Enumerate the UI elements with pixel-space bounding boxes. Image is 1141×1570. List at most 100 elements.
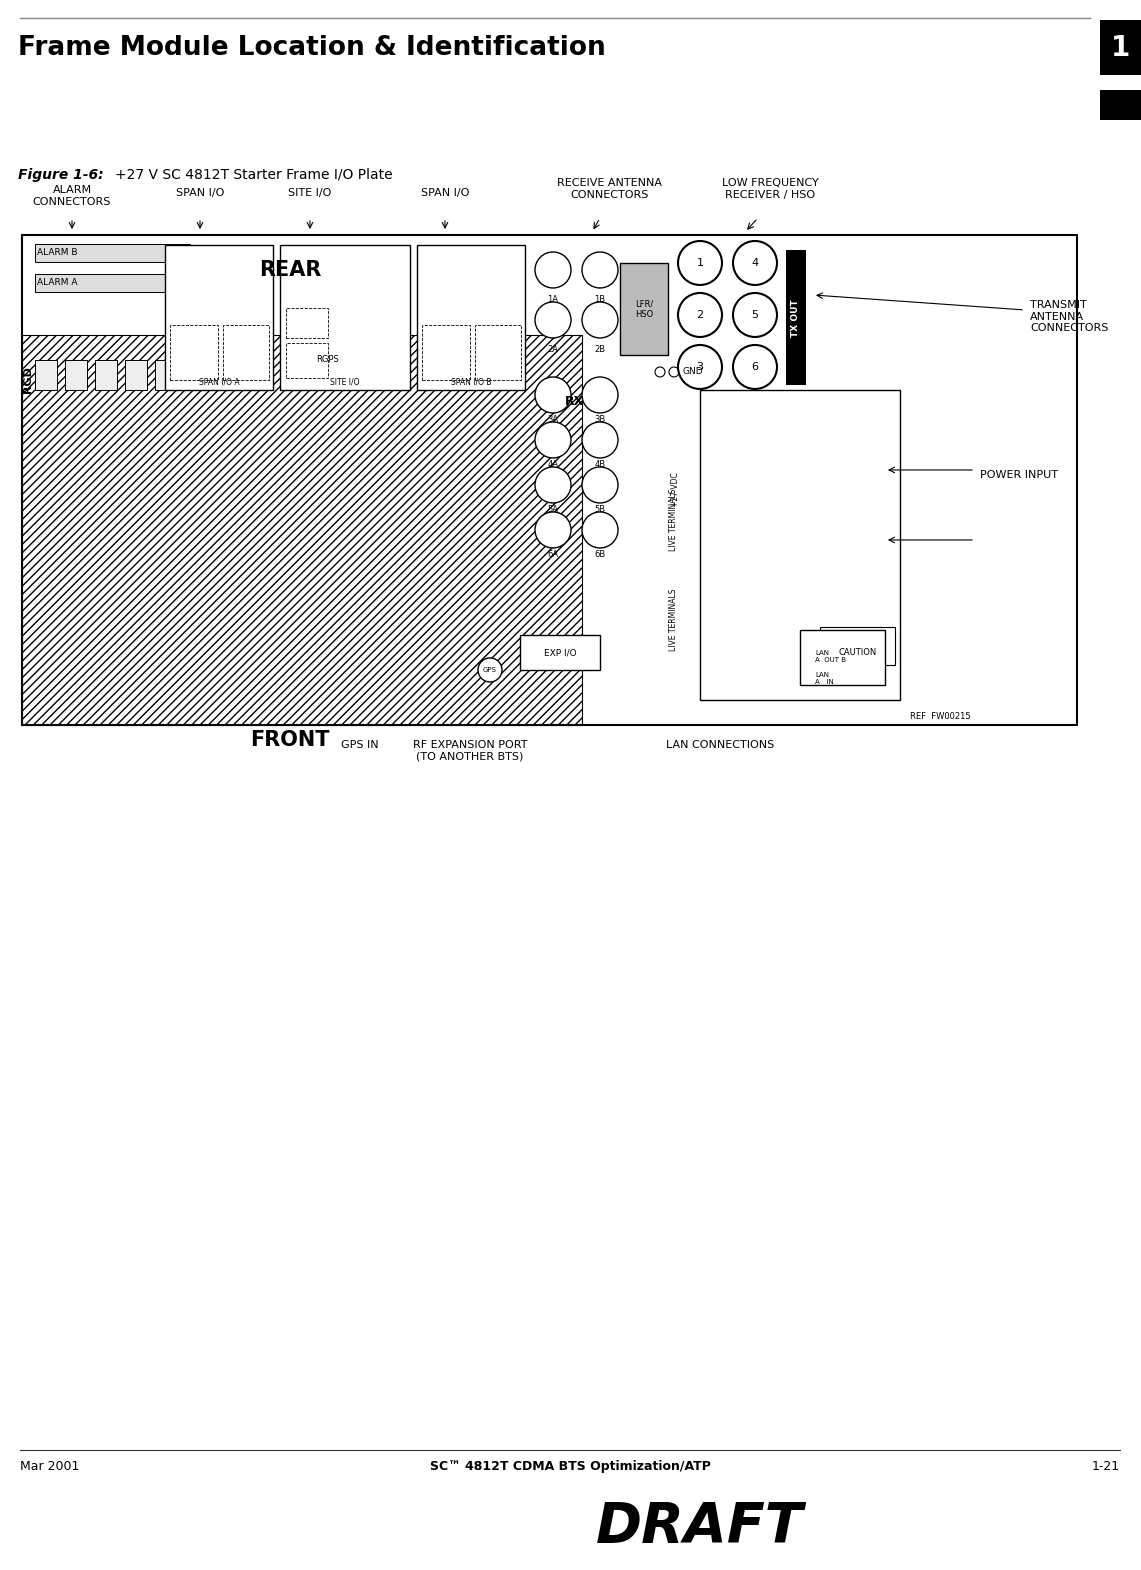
Bar [1100, 89, 1141, 119]
Text: GND: GND [683, 367, 704, 377]
Text: GPS IN: GPS IN [341, 739, 379, 750]
Text: RECEIVE ANTENNA
CONNECTORS: RECEIVE ANTENNA CONNECTORS [558, 177, 663, 199]
Bar [1100, 20, 1141, 75]
Text: LFR/
HSO: LFR/ HSO [634, 300, 653, 319]
Bar [65, 360, 87, 389]
Text: Figure 1-6:: Figure 1-6: [18, 168, 104, 182]
Bar [786, 250, 806, 385]
Bar [520, 634, 600, 670]
Bar [22, 334, 582, 725]
Text: 3: 3 [696, 363, 704, 372]
Bar [22, 236, 1077, 725]
Text: 2A: 2A [548, 345, 558, 353]
Text: 3A: 3A [548, 414, 559, 424]
Circle shape [678, 240, 722, 286]
Text: EXP I/O: EXP I/O [544, 648, 576, 658]
Circle shape [478, 658, 502, 681]
Text: GPS: GPS [483, 667, 497, 674]
Text: POWER INPUT: POWER INPUT [980, 469, 1058, 480]
Text: 5B: 5B [594, 506, 606, 513]
Circle shape [582, 251, 618, 287]
Text: 2: 2 [696, 309, 704, 320]
Circle shape [535, 512, 570, 548]
Text: SPAN I/O: SPAN I/O [176, 188, 224, 198]
Circle shape [733, 240, 777, 286]
Text: LIVE TERMINALS: LIVE TERMINALS [670, 488, 679, 551]
Circle shape [655, 367, 665, 377]
Circle shape [733, 294, 777, 338]
Text: ALARM B: ALARM B [37, 248, 78, 257]
Text: RGPS: RGPS [316, 355, 339, 364]
Bar [286, 308, 327, 338]
Text: SITE I/O: SITE I/O [289, 188, 332, 198]
Text: 6B: 6B [594, 550, 606, 559]
Text: 1-21: 1-21 [1092, 1460, 1120, 1473]
Text: ALARM A: ALARM A [37, 278, 78, 287]
Bar [95, 360, 118, 389]
Text: RX: RX [566, 396, 584, 408]
Text: 6A: 6A [548, 550, 559, 559]
Text: SPAN I/O B: SPAN I/O B [451, 378, 492, 386]
Bar [800, 630, 885, 685]
Bar [820, 626, 895, 666]
Bar [170, 325, 218, 380]
Bar [126, 360, 147, 389]
Text: 4B: 4B [594, 460, 606, 469]
Text: Mar 2001: Mar 2001 [21, 1460, 80, 1473]
Bar [416, 245, 525, 389]
Text: SITE I/O: SITE I/O [330, 378, 359, 386]
Text: 5A: 5A [548, 506, 558, 513]
Circle shape [535, 301, 570, 338]
Bar [35, 275, 191, 292]
Circle shape [535, 251, 570, 287]
Text: +27 VDC: +27 VDC [672, 473, 680, 507]
Bar [280, 245, 410, 389]
Circle shape [669, 367, 679, 377]
Circle shape [535, 466, 570, 502]
Bar [699, 389, 900, 700]
Circle shape [535, 377, 570, 413]
Text: SC™ 4812T CDMA BTS Optimization/ATP: SC™ 4812T CDMA BTS Optimization/ATP [429, 1460, 711, 1473]
Circle shape [582, 466, 618, 502]
Text: 1: 1 [1111, 35, 1131, 61]
Text: RGD: RGD [23, 366, 33, 394]
Text: 1B: 1B [594, 295, 606, 305]
Text: 2B: 2B [594, 345, 606, 353]
Text: ALARM
CONNECTORS: ALARM CONNECTORS [33, 185, 111, 207]
Bar [286, 342, 327, 378]
Text: 1A: 1A [548, 295, 558, 305]
Bar [35, 243, 191, 262]
Text: 5: 5 [752, 309, 759, 320]
Text: 6: 6 [752, 363, 759, 372]
Text: LAN CONNECTIONS: LAN CONNECTIONS [666, 739, 774, 750]
Bar [475, 325, 521, 380]
Text: TX OUT: TX OUT [792, 300, 801, 338]
Text: LIVE TERMINALS: LIVE TERMINALS [670, 589, 679, 652]
Text: REAR: REAR [259, 261, 321, 279]
Text: FRONT: FRONT [250, 730, 330, 750]
Bar [155, 360, 177, 389]
Circle shape [582, 512, 618, 548]
Text: Frame Module Location & Identification: Frame Module Location & Identification [18, 35, 606, 61]
Text: DRAFT: DRAFT [597, 1499, 803, 1554]
Text: TRANSMIT
ANTENNA
CONNECTORS: TRANSMIT ANTENNA CONNECTORS [1030, 300, 1108, 333]
Text: SPAN I/O A: SPAN I/O A [199, 378, 240, 386]
Bar [222, 325, 269, 380]
Text: CAUTION: CAUTION [839, 648, 877, 656]
Bar [35, 360, 57, 389]
Circle shape [582, 301, 618, 338]
Bar [422, 325, 470, 380]
Circle shape [678, 345, 722, 389]
Text: 4A: 4A [548, 460, 558, 469]
Bar [165, 245, 273, 389]
Text: SPAN I/O: SPAN I/O [421, 188, 469, 198]
Text: REF  FW00215: REF FW00215 [911, 711, 971, 721]
Text: LAN
A  OUT B: LAN A OUT B [815, 650, 845, 663]
Text: +27 V SC 4812T Starter Frame I/O Plate: +27 V SC 4812T Starter Frame I/O Plate [115, 168, 393, 182]
Circle shape [678, 294, 722, 338]
Bar [620, 264, 667, 355]
Text: LOW FREQUENCY
RECEIVER / HSO: LOW FREQUENCY RECEIVER / HSO [721, 177, 818, 199]
Circle shape [582, 422, 618, 458]
Circle shape [733, 345, 777, 389]
Text: RF EXPANSION PORT
(TO ANOTHER BTS): RF EXPANSION PORT (TO ANOTHER BTS) [413, 739, 527, 761]
